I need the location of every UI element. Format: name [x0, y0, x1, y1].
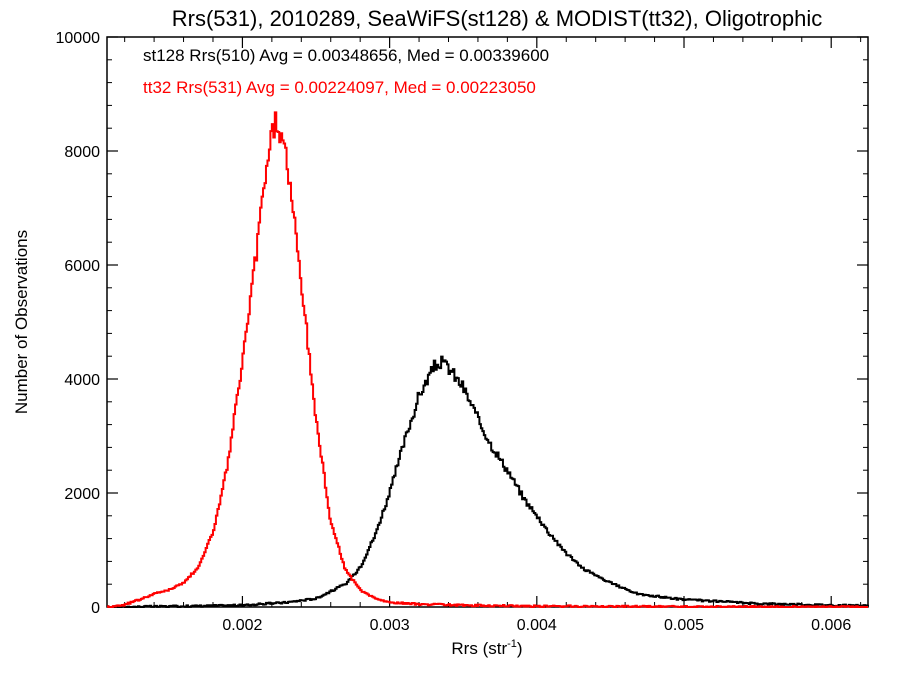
y-tick-label: 6000 — [64, 258, 100, 275]
y-tick-label: 4000 — [64, 372, 100, 389]
x-tick-label: 0.005 — [664, 617, 704, 634]
x-tick-label: 0.004 — [517, 617, 557, 634]
x-axis-label: Rrs (str-1) — [451, 638, 522, 658]
series-st128-line — [107, 355, 869, 608]
legend-entry-tt32: tt32 Rrs(531) Avg = 0.00224097, Med = 0.… — [143, 78, 536, 97]
y-tick-label: 8000 — [64, 144, 100, 161]
x-tick-label: 0.002 — [222, 617, 262, 634]
x-axis-label-end: ) — [517, 639, 523, 658]
x-axis-ticks: 0.002 0.003 0.004 0.005 0.006 — [124, 37, 862, 634]
x-axis-label-superscript: -1 — [507, 638, 517, 650]
series-tt32-line — [107, 111, 868, 608]
series-layer — [107, 111, 869, 608]
legend-entry-st128: st128 Rrs(510) Avg = 0.00348656, Med = 0… — [143, 46, 549, 65]
y-axis-label: Number of Observations — [12, 230, 31, 414]
y-tick-label: 10000 — [56, 30, 101, 47]
x-axis-label-base: Rrs (str — [451, 639, 507, 658]
x-tick-label: 0.003 — [370, 617, 410, 634]
y-axis-ticks: 0 2000 4000 6000 8000 10000 — [56, 30, 868, 617]
y-tick-label: 2000 — [64, 486, 100, 503]
plot-frame — [106, 36, 869, 608]
x-tick-label: 0.006 — [811, 617, 851, 634]
y-tick-label: 0 — [91, 600, 100, 617]
chart-title: Rrs(531), 2010289, SeaWiFS(st128) & MODI… — [172, 6, 822, 31]
